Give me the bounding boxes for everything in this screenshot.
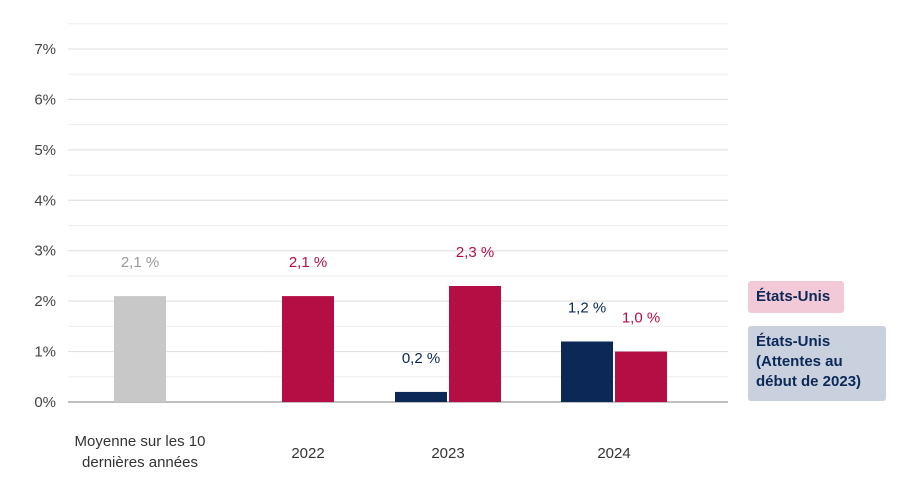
legend-item-etats-unis: États-Unis — [748, 281, 844, 313]
y-tick-label: 1% — [34, 344, 56, 361]
x-tick-label: 2024 — [597, 445, 630, 462]
legend-item-etats-unis-attentes: États-Unis (Attentes au début de 2023) — [748, 326, 886, 401]
x-axis: Moyenne sur les 10 dernières années 2022 20… — [75, 433, 631, 471]
bar — [561, 341, 613, 402]
bar — [395, 391, 447, 402]
y-axis: 0% 1% 2% 3% 4% 5% 6% 7% — [34, 41, 56, 411]
data-labels: 2,1 % 2,1 % 0,2 % 2,3 % 1,2 % 1,0 % — [121, 244, 660, 367]
bar — [114, 296, 166, 402]
y-tick-label: 7% — [34, 41, 56, 58]
bar — [615, 351, 667, 402]
data-label: 2,3 % — [456, 244, 494, 261]
data-label: 1,0 % — [622, 310, 660, 327]
bars — [114, 286, 667, 402]
y-tick-label: 4% — [34, 192, 56, 209]
data-label: 1,2 % — [568, 299, 606, 316]
y-tick-label: 0% — [34, 394, 56, 411]
data-label: 0,2 % — [402, 350, 440, 367]
data-label: 2,1 % — [289, 254, 327, 271]
bar — [449, 286, 501, 402]
legend-label-line-3: début de 2023) — [756, 373, 862, 390]
bar — [282, 296, 334, 402]
y-tick-label: 6% — [34, 91, 56, 108]
y-tick-label: 3% — [34, 243, 56, 260]
x-tick-label: 2023 — [431, 445, 464, 462]
data-label: 2,1 % — [121, 254, 159, 271]
x-tick-label: Moyenne sur les 10 — [75, 433, 206, 450]
x-tick-label: 2022 — [291, 445, 324, 462]
legend-label-etats-unis: États-Unis — [756, 288, 831, 305]
legend-label-line-2: (Attentes au — [756, 353, 843, 370]
legend-label-line-1: États-Unis — [756, 333, 831, 350]
y-tick-label: 5% — [34, 142, 56, 159]
gridlines — [68, 23, 728, 403]
x-tick-label: dernières années — [82, 454, 198, 471]
y-tick-label: 2% — [34, 293, 56, 310]
